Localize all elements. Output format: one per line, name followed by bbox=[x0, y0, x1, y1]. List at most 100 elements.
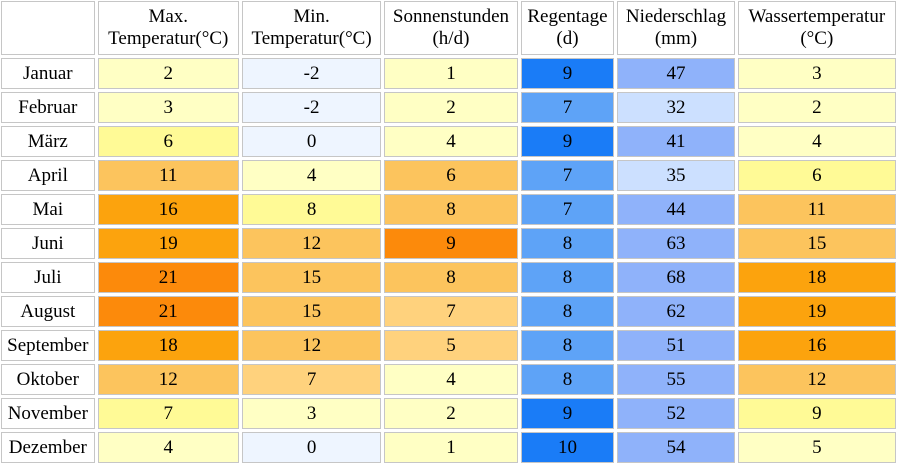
header-label: Sonnenstunden bbox=[392, 6, 510, 27]
rain-days-cell: 9 bbox=[520, 398, 615, 429]
water-temp-cell: 15 bbox=[737, 228, 896, 259]
header-unit: Temperatur(°C) bbox=[251, 28, 372, 49]
header-unit: (°C) bbox=[800, 28, 834, 49]
sunshine-cell: 4 bbox=[384, 126, 518, 157]
sunshine-cell: 8 bbox=[384, 194, 518, 225]
max-temp-cell: 21 bbox=[97, 262, 239, 293]
header-sunshine: Sonnenstunden (h/d) bbox=[384, 1, 518, 55]
min-temp-cell: 12 bbox=[241, 330, 382, 361]
precipitation-cell: 35 bbox=[617, 160, 735, 191]
table-row: Februar 3 -2 2 7 32 2 bbox=[1, 92, 896, 123]
month-label: Juni bbox=[1, 228, 95, 259]
table-row: März 6 0 4 9 41 4 bbox=[1, 126, 896, 157]
month-label: Januar bbox=[1, 58, 95, 89]
max-temp-cell: 21 bbox=[97, 296, 239, 327]
precipitation-cell: 44 bbox=[617, 194, 735, 225]
precipitation-cell: 47 bbox=[617, 58, 735, 89]
header-row: Max. Temperatur(°C) Min. Temperatur(°C) So… bbox=[1, 1, 896, 55]
max-temp-cell: 6 bbox=[97, 126, 239, 157]
rain-days-cell: 7 bbox=[520, 92, 615, 123]
header-label: Niederschlag bbox=[625, 6, 727, 27]
precipitation-cell: 63 bbox=[617, 228, 735, 259]
rain-days-cell: 10 bbox=[520, 432, 615, 463]
month-label: Dezember bbox=[1, 432, 95, 463]
rain-days-cell: 7 bbox=[520, 194, 615, 225]
max-temp-cell: 4 bbox=[97, 432, 239, 463]
max-temp-cell: 16 bbox=[97, 194, 239, 225]
table-row: Juni 19 12 9 8 63 15 bbox=[1, 228, 896, 259]
water-temp-cell: 4 bbox=[737, 126, 896, 157]
water-temp-cell: 12 bbox=[737, 364, 896, 395]
min-temp-cell: 12 bbox=[241, 228, 382, 259]
header-corner bbox=[1, 1, 95, 55]
header-water-temp: Wassertemperatur (°C) bbox=[737, 1, 896, 55]
water-temp-cell: 19 bbox=[737, 296, 896, 327]
month-label: Juli bbox=[1, 262, 95, 293]
header-label: Max. bbox=[148, 6, 189, 27]
month-label: Oktober bbox=[1, 364, 95, 395]
precipitation-cell: 52 bbox=[617, 398, 735, 429]
month-label: August bbox=[1, 296, 95, 327]
rain-days-cell: 8 bbox=[520, 262, 615, 293]
max-temp-cell: 2 bbox=[97, 58, 239, 89]
max-temp-cell: 7 bbox=[97, 398, 239, 429]
max-temp-cell: 18 bbox=[97, 330, 239, 361]
min-temp-cell: 15 bbox=[241, 296, 382, 327]
header-min-temp: Min. Temperatur(°C) bbox=[241, 1, 382, 55]
table-row: November 7 3 2 9 52 9 bbox=[1, 398, 896, 429]
table-body: Januar 2 -2 1 9 47 3 Februar 3 -2 2 7 32 2 März 6 0 4 9 41 4… bbox=[1, 58, 896, 463]
table-row: September 18 12 5 8 51 16 bbox=[1, 330, 896, 361]
sunshine-cell: 2 bbox=[384, 92, 518, 123]
max-temp-cell: 12 bbox=[97, 364, 239, 395]
sunshine-cell: 4 bbox=[384, 364, 518, 395]
header-unit: (mm) bbox=[654, 28, 698, 49]
rain-days-cell: 8 bbox=[520, 296, 615, 327]
sunshine-cell: 9 bbox=[384, 228, 518, 259]
max-temp-cell: 19 bbox=[97, 228, 239, 259]
month-label: Februar bbox=[1, 92, 95, 123]
water-temp-cell: 3 bbox=[737, 58, 896, 89]
precipitation-cell: 51 bbox=[617, 330, 735, 361]
header-unit: (h/d) bbox=[432, 28, 470, 49]
rain-days-cell: 8 bbox=[520, 228, 615, 259]
sunshine-cell: 6 bbox=[384, 160, 518, 191]
header-label: Regentage bbox=[527, 6, 608, 27]
sunshine-cell: 2 bbox=[384, 398, 518, 429]
min-temp-cell: 4 bbox=[241, 160, 382, 191]
min-temp-cell: 3 bbox=[241, 398, 382, 429]
header-rain-days: Regentage (d) bbox=[520, 1, 615, 55]
min-temp-cell: 15 bbox=[241, 262, 382, 293]
table-row: Juli 21 15 8 8 68 18 bbox=[1, 262, 896, 293]
header-label: Wassertemperatur bbox=[748, 6, 886, 27]
header-unit: (d) bbox=[556, 28, 579, 49]
table-row: April 11 4 6 7 35 6 bbox=[1, 160, 896, 191]
water-temp-cell: 11 bbox=[737, 194, 896, 225]
sunshine-cell: 1 bbox=[384, 432, 518, 463]
water-temp-cell: 6 bbox=[737, 160, 896, 191]
min-temp-cell: 7 bbox=[241, 364, 382, 395]
sunshine-cell: 7 bbox=[384, 296, 518, 327]
precipitation-cell: 62 bbox=[617, 296, 735, 327]
water-temp-cell: 2 bbox=[737, 92, 896, 123]
precipitation-cell: 54 bbox=[617, 432, 735, 463]
max-temp-cell: 11 bbox=[97, 160, 239, 191]
precipitation-cell: 55 bbox=[617, 364, 735, 395]
month-label: November bbox=[1, 398, 95, 429]
header-precipitation: Niederschlag (mm) bbox=[617, 1, 735, 55]
header-unit: Temperatur(°C) bbox=[108, 28, 229, 49]
precipitation-cell: 41 bbox=[617, 126, 735, 157]
water-temp-cell: 5 bbox=[737, 432, 896, 463]
sunshine-cell: 5 bbox=[384, 330, 518, 361]
table-row: Oktober 12 7 4 8 55 12 bbox=[1, 364, 896, 395]
table-row: Dezember 4 0 1 10 54 5 bbox=[1, 432, 896, 463]
min-temp-cell: -2 bbox=[241, 92, 382, 123]
table-row: Mai 16 8 8 7 44 11 bbox=[1, 194, 896, 225]
min-temp-cell: 8 bbox=[241, 194, 382, 225]
min-temp-cell: 0 bbox=[241, 126, 382, 157]
water-temp-cell: 9 bbox=[737, 398, 896, 429]
rain-days-cell: 9 bbox=[520, 126, 615, 157]
min-temp-cell: 0 bbox=[241, 432, 382, 463]
month-label: April bbox=[1, 160, 95, 191]
min-temp-cell: -2 bbox=[241, 58, 382, 89]
